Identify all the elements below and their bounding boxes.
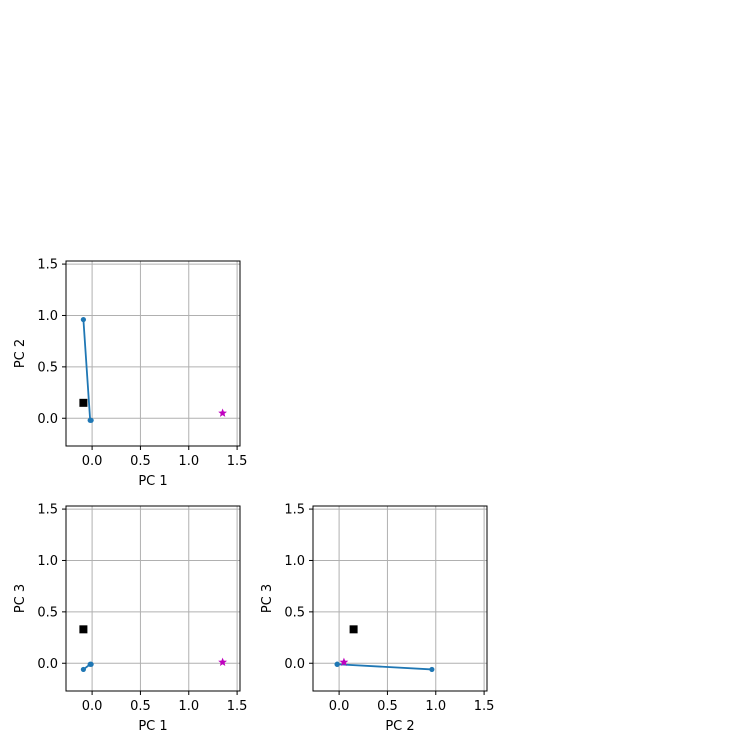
square-marker bbox=[79, 398, 88, 407]
y-tick-label: 1.0 bbox=[37, 309, 58, 324]
tick-layer: 0.0 0.5 1.0 1.5 0.0 0.5 1.0 1.5 bbox=[284, 503, 494, 714]
x-axis-label: PC 1 bbox=[138, 719, 167, 734]
x-tick-label: 1.0 bbox=[425, 699, 446, 714]
y-axis-label: PC 3 bbox=[13, 584, 28, 613]
x-axis-label: PC 2 bbox=[385, 719, 414, 734]
series-line bbox=[337, 663, 432, 671]
y-tick-label: 0.0 bbox=[37, 412, 58, 427]
x-tick-label: 1.5 bbox=[227, 454, 248, 469]
x-axis-label: PC 1 bbox=[138, 474, 167, 489]
y-tick-label: 0.5 bbox=[37, 605, 58, 620]
x-tick-label: 0.5 bbox=[377, 699, 398, 714]
plot-frame bbox=[65, 505, 241, 692]
x-tick-label: 0.5 bbox=[130, 699, 151, 714]
trace-layer bbox=[79, 316, 227, 423]
star-marker bbox=[218, 657, 227, 666]
star-marker bbox=[218, 408, 227, 417]
grid bbox=[66, 506, 240, 691]
data-point bbox=[429, 666, 435, 673]
star-marker bbox=[339, 657, 349, 666]
tick-layer: 0.0 0.5 1.0 1.5 0.0 0.5 1.0 1.5 bbox=[37, 258, 247, 469]
data-point bbox=[88, 417, 94, 423]
grid bbox=[313, 506, 487, 691]
x-tick-label: 1.5 bbox=[474, 699, 495, 714]
y-tick-label: 1.0 bbox=[284, 554, 305, 569]
tick-layer: 0.0 0.5 1.0 1.5 0.0 0.5 1.0 1.5 bbox=[37, 503, 247, 714]
plot-pc1-vs-pc2: 0.0 0.5 1.0 1.5 0.0 0.5 1.0 1.5 PC 1 PC 2 bbox=[13, 258, 247, 489]
y-tick-label: 0.5 bbox=[37, 360, 58, 375]
x-tick-label: 0.0 bbox=[82, 454, 103, 469]
data-point bbox=[80, 666, 86, 673]
data-point bbox=[88, 661, 94, 667]
y-axis-label: PC 2 bbox=[13, 339, 28, 368]
trace-layer bbox=[334, 625, 435, 673]
x-tick-label: 0.0 bbox=[329, 699, 350, 714]
y-tick-label: 1.5 bbox=[37, 503, 58, 518]
data-point bbox=[80, 316, 86, 323]
plot-pc1-vs-pc3: 0.0 0.5 1.0 1.5 0.0 0.5 1.0 1.5 PC 1 PC 3 bbox=[13, 503, 247, 734]
y-tick-label: 0.0 bbox=[284, 657, 305, 672]
x-tick-label: 0.5 bbox=[130, 454, 151, 469]
x-tick-label: 0.0 bbox=[82, 699, 103, 714]
square-marker bbox=[79, 625, 88, 634]
y-axis-label: PC 3 bbox=[260, 584, 275, 613]
x-tick-label: 1.0 bbox=[178, 454, 199, 469]
plot-frame bbox=[65, 260, 241, 447]
plot-pc2-vs-pc3: 0.0 0.5 1.0 1.5 0.0 0.5 1.0 1.5 PC 2 PC 3 bbox=[260, 503, 494, 734]
y-tick-label: 0.5 bbox=[284, 605, 305, 620]
x-tick-label: 1.5 bbox=[227, 699, 248, 714]
y-tick-label: 1.5 bbox=[37, 258, 58, 273]
plot-frame bbox=[312, 505, 488, 692]
y-tick-label: 0.0 bbox=[37, 657, 58, 672]
data-point bbox=[334, 661, 340, 667]
square-marker bbox=[349, 625, 358, 634]
trace-layer bbox=[79, 625, 227, 673]
x-tick-label: 1.0 bbox=[178, 699, 199, 714]
grid bbox=[66, 261, 240, 446]
y-tick-label: 1.0 bbox=[37, 554, 58, 569]
y-tick-label: 1.5 bbox=[284, 503, 305, 518]
